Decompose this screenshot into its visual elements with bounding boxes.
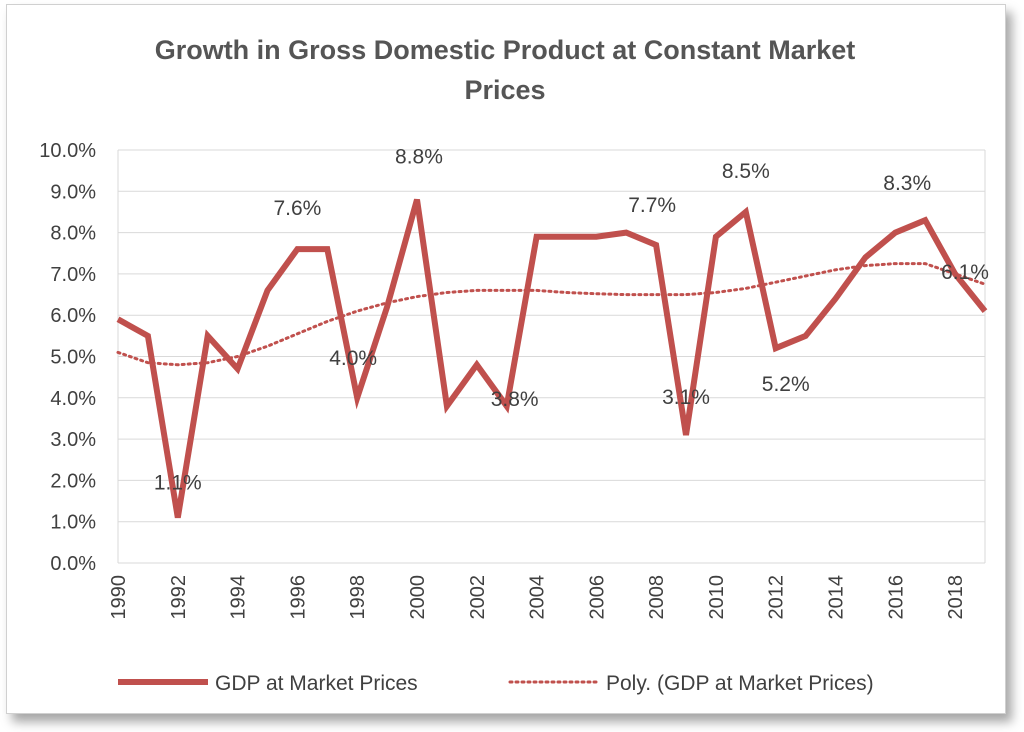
x-tick-label: 2018 bbox=[945, 575, 967, 620]
y-tick-label: 3.0% bbox=[50, 429, 96, 451]
series-group bbox=[116, 198, 988, 519]
data-label: 8.5% bbox=[722, 160, 770, 183]
y-tick-label: 6.0% bbox=[50, 305, 96, 327]
x-tick-label: 2016 bbox=[885, 575, 907, 620]
y-tick-label: 1.0% bbox=[50, 512, 96, 534]
y-tick-label: 9.0% bbox=[50, 181, 96, 203]
y-tick-label: 7.0% bbox=[50, 264, 96, 286]
data-label: 1.1% bbox=[154, 472, 202, 495]
chart-title-line1: Growth in Gross Domestic Product at Cons… bbox=[154, 35, 856, 65]
x-tick-label: 2008 bbox=[646, 575, 668, 620]
legend: GDP at Market Prices Poly. (GDP at Market… bbox=[118, 672, 874, 695]
x-tick-label: 1996 bbox=[287, 575, 309, 620]
gridlines bbox=[117, 149, 986, 564]
chart-title-line2: Prices bbox=[464, 75, 546, 105]
data-label: 7.6% bbox=[273, 197, 321, 220]
x-axis-ticks: 1990 1992 1994 1996 1998 2000 2002 2004 2006 2008… bbox=[108, 575, 967, 620]
data-label: 8.8% bbox=[395, 146, 443, 169]
y-axis-ticks: 0.0% 1.0% 2.0% 3.0% 4.0% 5.0% 6.0% 7.0% 8.0% 9.0%… bbox=[39, 140, 96, 575]
chart-frame bbox=[6, 4, 1006, 714]
data-label: 6.1% bbox=[941, 261, 989, 284]
x-tick-label: 2002 bbox=[467, 575, 489, 620]
chart-title: Growth in Gross Domestic Product at Cons… bbox=[0, 30, 1010, 110]
x-tick-label: 2010 bbox=[706, 575, 728, 620]
y-tick-label: 0.0% bbox=[50, 553, 96, 575]
legend-label-gdp: GDP at Market Prices bbox=[215, 672, 418, 695]
x-tick-label: 1990 bbox=[108, 575, 130, 620]
y-tick-label: 4.0% bbox=[50, 388, 96, 410]
y-tick-label: 10.0% bbox=[39, 140, 96, 162]
gdp-series-line bbox=[116, 198, 988, 519]
data-label: 3.8% bbox=[491, 388, 539, 411]
x-tick-label: 1992 bbox=[168, 575, 190, 620]
trendline-series bbox=[116, 262, 987, 367]
x-tick-label: 2000 bbox=[407, 575, 429, 620]
data-label: 3.1% bbox=[662, 386, 710, 409]
data-label: 7.7% bbox=[628, 194, 676, 217]
legend-label-trend: Poly. (GDP at Market Prices) bbox=[606, 672, 874, 695]
x-tick-label: 2014 bbox=[826, 575, 848, 620]
data-label: 8.3% bbox=[883, 172, 931, 195]
x-tick-label: 2006 bbox=[586, 575, 608, 620]
y-tick-label: 8.0% bbox=[50, 223, 96, 245]
y-tick-label: 5.0% bbox=[50, 347, 96, 369]
x-tick-label: 1998 bbox=[347, 575, 369, 620]
x-tick-label: 2012 bbox=[766, 575, 788, 620]
x-tick-label: 2004 bbox=[527, 575, 549, 620]
y-tick-label: 2.0% bbox=[50, 470, 96, 492]
data-label: 4.0% bbox=[329, 347, 377, 370]
data-labels: 1.1% 7.6% 4.0% 8.8% 3.8% 7.7% 3.1% 8.5% 5.2% 8.3%… bbox=[154, 146, 989, 495]
x-tick-label: 1994 bbox=[228, 575, 250, 620]
data-label: 5.2% bbox=[762, 373, 810, 396]
